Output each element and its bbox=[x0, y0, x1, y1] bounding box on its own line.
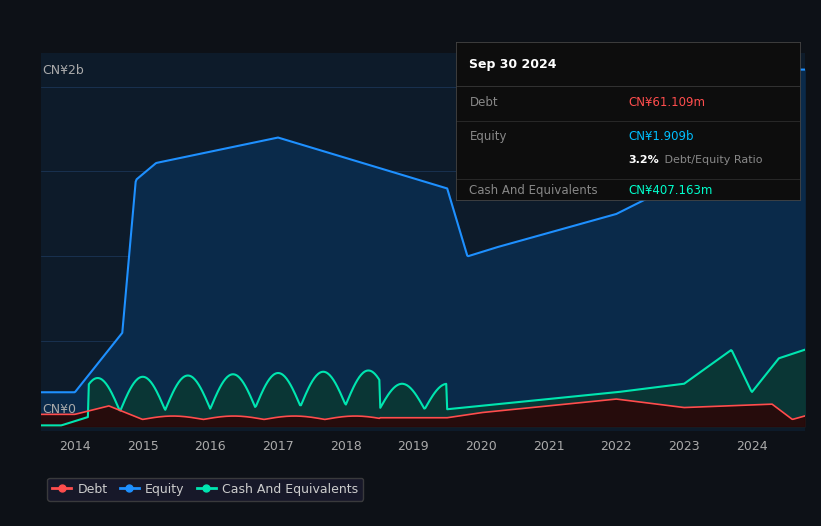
Legend: Debt, Equity, Cash And Equivalents: Debt, Equity, Cash And Equivalents bbox=[48, 478, 363, 501]
Text: Debt: Debt bbox=[470, 96, 498, 108]
Text: Debt/Equity Ratio: Debt/Equity Ratio bbox=[661, 155, 763, 166]
Text: CN¥0: CN¥0 bbox=[43, 403, 76, 416]
Text: Equity: Equity bbox=[470, 130, 507, 143]
Text: CN¥61.109m: CN¥61.109m bbox=[628, 96, 705, 108]
Text: CN¥2b: CN¥2b bbox=[43, 64, 85, 77]
Text: Cash And Equivalents: Cash And Equivalents bbox=[470, 184, 598, 197]
Text: Sep 30 2024: Sep 30 2024 bbox=[470, 58, 557, 71]
Text: CN¥407.163m: CN¥407.163m bbox=[628, 184, 713, 197]
Text: 3.2%: 3.2% bbox=[628, 155, 658, 166]
Text: CN¥1.909b: CN¥1.909b bbox=[628, 130, 694, 143]
